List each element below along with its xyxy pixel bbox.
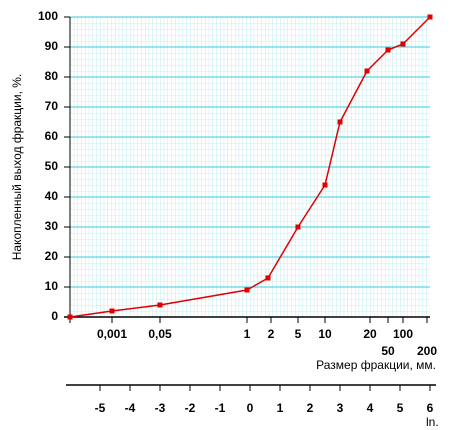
x-tick-label: -3 [155,401,166,415]
size-tick-label: 100 [393,327,413,341]
data-point [337,119,343,125]
x-tick-label: 5 [397,401,404,415]
data-point [244,287,250,293]
data-point [67,314,73,320]
y-tick-label: 60 [45,129,59,143]
x-tick-label: 2 [307,401,314,415]
y-tick-label: 80 [45,69,59,83]
size-tick-label: 5 [295,327,302,341]
y-tick-label: 40 [45,189,59,203]
y-tick-label: 90 [45,39,59,53]
size-tick-label: 10 [318,327,332,341]
y-tick-label: 100 [38,9,58,23]
y-tick-label: 30 [45,219,59,233]
y-tick-label: 20 [45,249,59,263]
x-tick-label: 4 [367,401,374,415]
y-tick-label: 70 [45,99,59,113]
x-tick-label: -4 [125,401,136,415]
data-point [157,302,163,308]
y-tick-label: 10 [45,279,59,293]
size-tick-label: 50 [381,344,395,358]
size-tick-label: 1 [244,327,251,341]
x-tick-label: -1 [215,401,226,415]
data-point [385,47,391,53]
y-tick-label: 0 [51,309,58,323]
data-point [322,182,328,188]
data-point [295,224,301,230]
y-axis-label: Накопленный выход фракции, %. [10,74,24,261]
size-tick-label: 20 [363,327,377,341]
data-point [364,68,370,74]
x-tick-label: -5 [95,401,106,415]
x-tick-label: 0 [247,401,254,415]
x-tick-label: 1 [277,401,284,415]
data-point [427,14,433,20]
x2-axis-label: ln. [426,415,439,429]
size-tick-label: 2 [268,327,275,341]
x-tick-label: -2 [185,401,196,415]
data-point [265,275,271,281]
data-point [400,41,406,47]
y-tick-label: 50 [45,159,59,173]
data-point [109,308,115,314]
x-axis-label: Размер фракции, мм. [316,358,436,372]
x-tick-label: 3 [337,401,344,415]
x-tick-label: 6 [427,401,434,415]
size-tick-label: 200 [417,344,437,358]
size-tick-label: 0,001 [97,327,127,341]
size-tick-label: 0,05 [148,327,172,341]
